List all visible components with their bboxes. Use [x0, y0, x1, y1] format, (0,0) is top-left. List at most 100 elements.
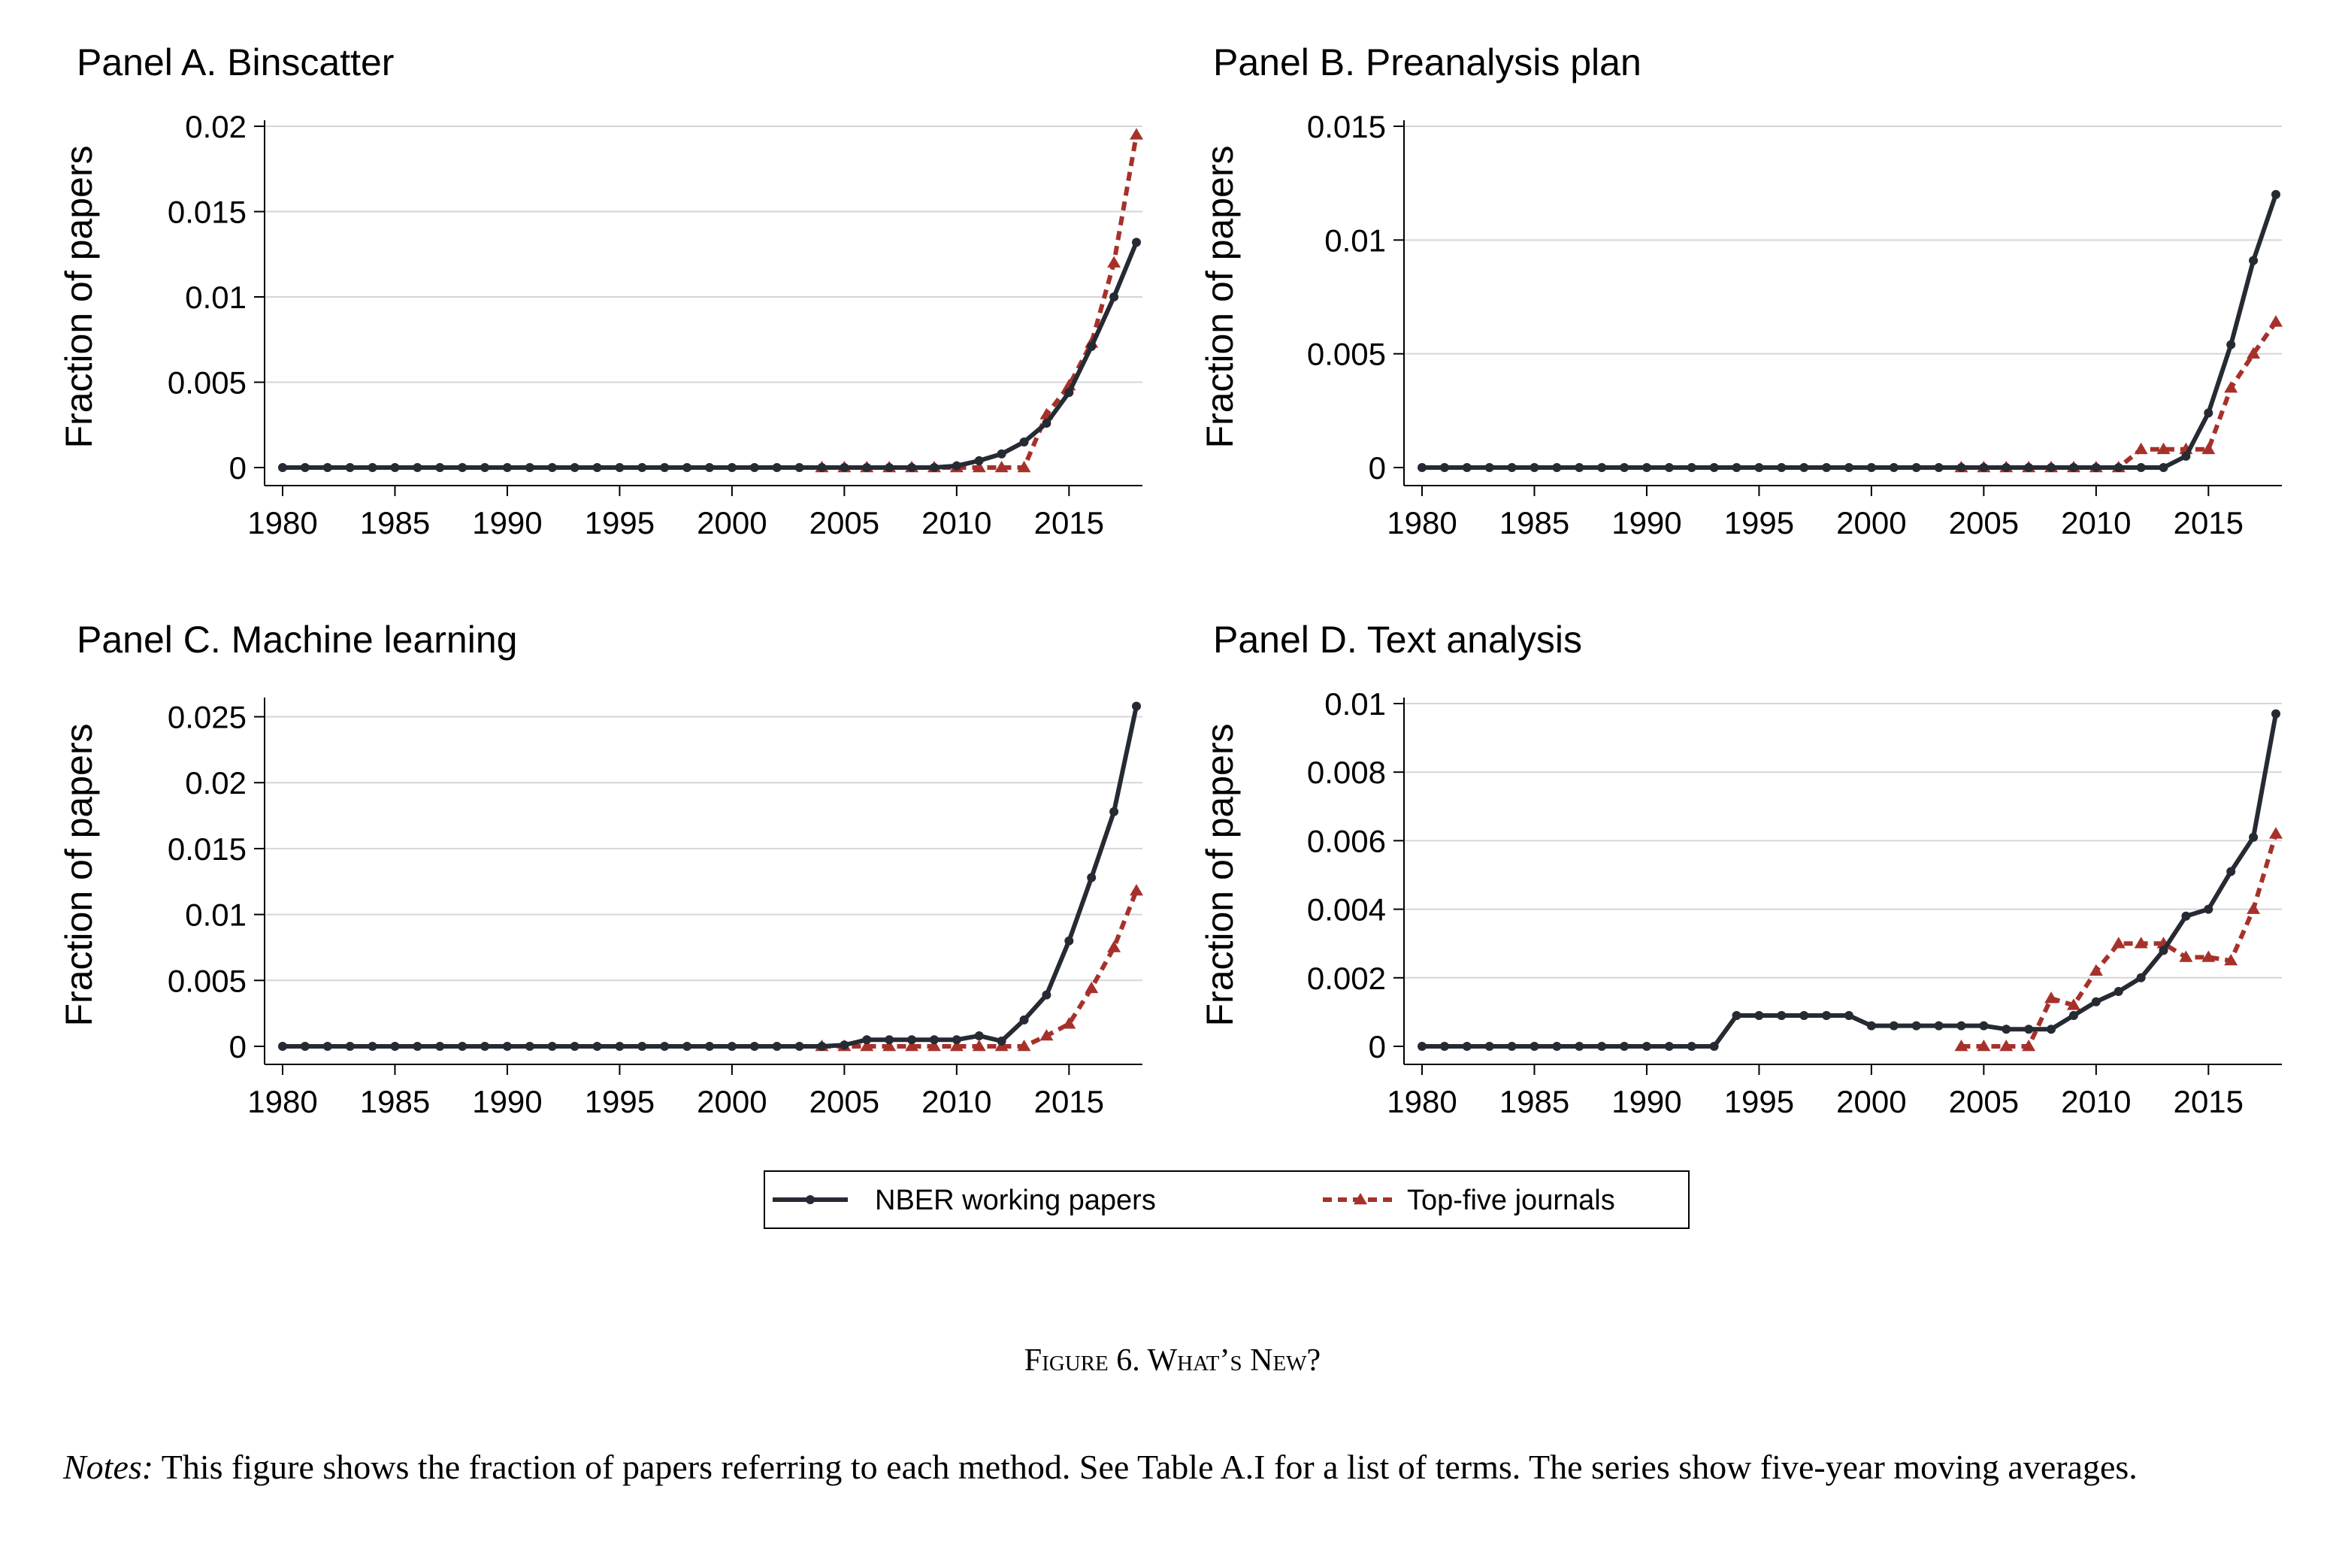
data-point	[345, 1042, 355, 1051]
data-point	[413, 1042, 422, 1051]
x-tick-label: 2015	[1034, 1084, 1104, 1119]
x-tick-label: 2005	[1949, 1084, 2019, 1119]
y-tick-label: 0	[1369, 1029, 1386, 1064]
x-tick-label: 1985	[1499, 1084, 1569, 1119]
data-point	[952, 461, 961, 471]
panel-title: Panel C. Machine learning	[77, 619, 517, 661]
x-tick-label: 2015	[2174, 505, 2244, 540]
panels: Panel A. Binscatter Fraction of papers 0 0.…	[58, 41, 2283, 1119]
data-point	[2269, 827, 2283, 839]
data-point	[1064, 388, 1074, 398]
panel-2: Panel C. Machine learning Fraction of pap…	[58, 619, 1143, 1119]
x-tick-label: 1990	[472, 1084, 542, 1119]
y-tick-label: 0.015	[1307, 109, 1386, 144]
data-point	[682, 463, 692, 472]
x-tick-label: 1980	[1387, 505, 1457, 540]
data-point	[1064, 936, 1074, 946]
x-tick-label: 2005	[809, 1084, 879, 1119]
data-point	[1664, 463, 1674, 472]
data-point	[660, 1042, 670, 1051]
data-point	[1664, 1042, 1674, 1051]
data-point	[705, 463, 714, 472]
data-point	[1911, 463, 1921, 472]
data-point	[322, 1042, 332, 1051]
data-point	[2271, 709, 2280, 719]
data-point	[794, 1042, 804, 1051]
y-tick-label: 0.02	[185, 765, 247, 801]
series-line	[1422, 193, 2278, 470]
data-point	[862, 463, 872, 472]
x-tick-label: 1980	[247, 1084, 317, 1119]
data-point	[1866, 463, 1876, 472]
panel-1: Panel B. Preanalysis plan Fraction of pap…	[1199, 41, 2283, 540]
x-tick-label: 2015	[2174, 1084, 2244, 1119]
data-point	[2024, 463, 2034, 472]
data-point	[1844, 463, 1853, 472]
data-point	[300, 1042, 310, 1051]
data-point	[458, 463, 467, 472]
legend-box	[764, 1170, 1690, 1229]
data-point	[1597, 463, 1607, 472]
data-point	[997, 1036, 1006, 1046]
data-point	[2002, 463, 2011, 472]
data-point	[705, 1042, 714, 1051]
figure-caption: Figure 6. What’s New?	[1024, 1343, 1321, 1378]
series-line	[1422, 713, 2278, 1049]
data-point	[1979, 1021, 1989, 1031]
data-point	[817, 463, 827, 472]
data-point	[1109, 292, 1119, 301]
data-point	[974, 456, 984, 465]
data-point	[994, 461, 1009, 473]
data-point	[1777, 463, 1787, 472]
data-point	[1934, 1021, 1944, 1031]
data-point	[2204, 408, 2213, 418]
data-point	[2022, 1040, 2036, 1052]
data-point	[615, 463, 625, 472]
data-point	[2226, 867, 2236, 876]
data-point	[1552, 1042, 1562, 1051]
data-point	[615, 1042, 625, 1051]
data-point	[547, 463, 557, 472]
data-point	[1889, 1021, 1899, 1031]
legend-marker	[1354, 1193, 1367, 1205]
data-point	[435, 463, 445, 472]
data-point	[1999, 1040, 2014, 1052]
data-point	[637, 463, 647, 472]
y-tick-label: 0.006	[1307, 823, 1386, 858]
data-point	[1754, 1010, 1764, 1020]
legend-entry: Top-five journals	[1323, 1185, 1615, 1216]
data-point	[840, 1040, 849, 1050]
data-point	[2136, 973, 2146, 982]
data-point	[2159, 946, 2168, 955]
data-point	[1462, 463, 1472, 472]
legend: NBER working papers Top-five journals	[764, 1170, 1690, 1229]
data-point	[592, 1042, 602, 1051]
data-point	[1019, 437, 1029, 446]
y-tick-label: 0.025	[168, 700, 247, 735]
data-point	[413, 463, 422, 472]
series-1	[815, 884, 1143, 1052]
series-1	[1954, 827, 2283, 1052]
y-axis-label: Fraction of papers	[58, 146, 100, 449]
data-point	[1620, 1042, 1629, 1051]
data-point	[2269, 315, 2283, 327]
data-point	[749, 463, 759, 472]
data-point	[1866, 1021, 1876, 1031]
data-point	[570, 1042, 579, 1051]
data-point	[840, 463, 849, 472]
data-point	[1484, 1042, 1494, 1051]
series-0	[1418, 709, 2280, 1051]
data-point	[1042, 990, 1051, 1000]
data-point	[525, 463, 534, 472]
x-tick-label: 1980	[1387, 1084, 1457, 1119]
data-point	[2226, 340, 2236, 350]
data-point	[1418, 463, 1427, 472]
data-point	[2044, 991, 2059, 1003]
x-tick-label: 1995	[1724, 1084, 1794, 1119]
data-point	[390, 1042, 400, 1051]
data-point	[1977, 1040, 1991, 1052]
x-tick-label: 2005	[809, 505, 879, 540]
data-point	[1732, 463, 1741, 472]
data-point	[2047, 1025, 2056, 1034]
data-point	[929, 1035, 939, 1045]
